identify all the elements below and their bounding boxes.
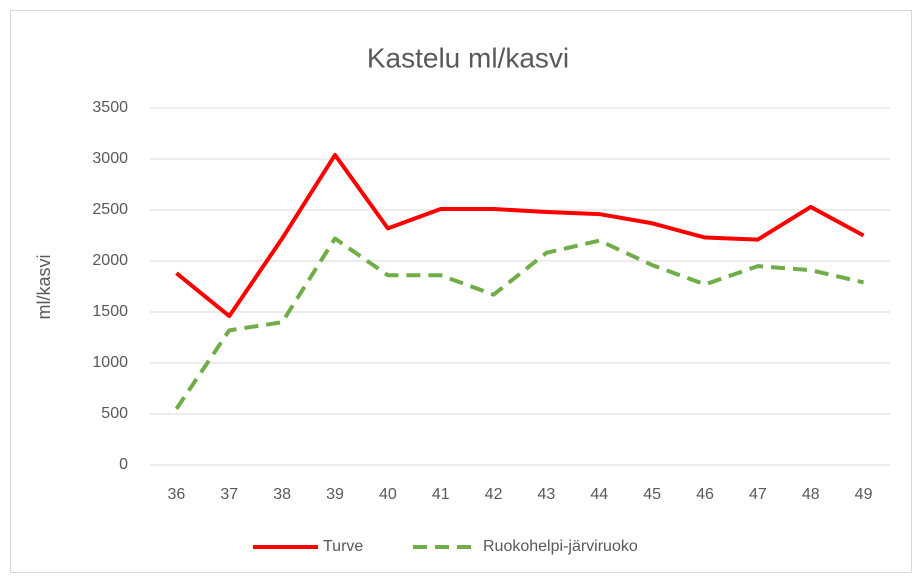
- y-axis-label: ml/kasvi: [34, 254, 54, 319]
- x-tick-label: 49: [855, 486, 873, 503]
- y-tick-label: 2500: [92, 201, 128, 218]
- legend-label: Ruokohelpi-järviruoko: [483, 538, 638, 555]
- x-tick-label: 39: [326, 486, 344, 503]
- x-tick-label: 37: [220, 486, 238, 503]
- chart-border: [10, 10, 912, 573]
- x-tick-label: 44: [590, 486, 608, 503]
- y-tick-label: 1500: [92, 303, 128, 320]
- x-tick-label: 43: [538, 486, 556, 503]
- chart-title: Kastelu ml/kasvi: [367, 42, 569, 73]
- x-tick-label: 41: [432, 486, 450, 503]
- y-tick-label: 500: [101, 405, 128, 422]
- x-tick-label: 45: [643, 486, 661, 503]
- x-tick-label: 36: [168, 486, 186, 503]
- x-tick-label: 48: [802, 486, 820, 503]
- x-tick-label: 42: [485, 486, 503, 503]
- x-tick-label: 40: [379, 486, 397, 503]
- x-tick-label: 47: [749, 486, 767, 503]
- y-tick-label: 3000: [92, 150, 128, 167]
- y-tick-label: 3500: [92, 99, 128, 116]
- x-tick-label: 46: [696, 486, 714, 503]
- y-tick-label: 0: [119, 456, 128, 473]
- series-line: [175, 152, 865, 319]
- legend-label: Turve: [323, 538, 363, 555]
- series-line: [174, 236, 865, 411]
- y-tick-label: 1000: [92, 354, 128, 371]
- y-tick-label: 2000: [92, 252, 128, 269]
- x-tick-label: 38: [273, 486, 291, 503]
